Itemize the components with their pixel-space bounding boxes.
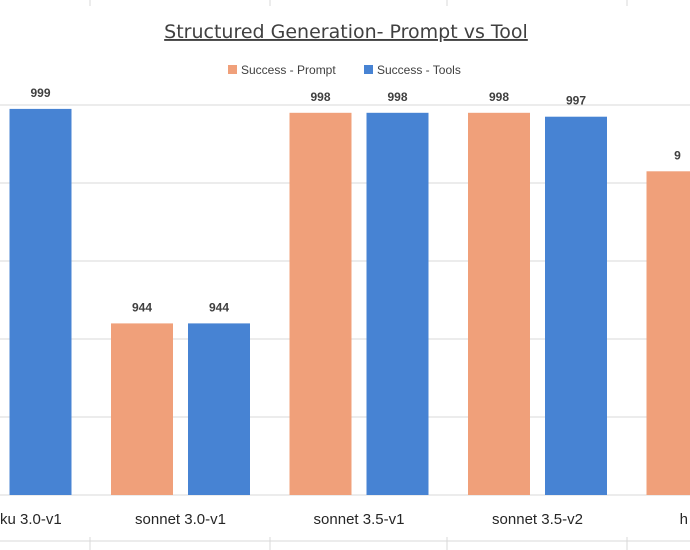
category-labels: ku 3.0-v1 sonnet 3.0-v1 sonnet 3.5-v1 sonne… [0, 511, 688, 528]
category-label-0: ku 3.0-v1 [0, 511, 62, 528]
legend-swatch-prompt [228, 65, 237, 74]
bar-prompt-1 [111, 323, 173, 495]
legend: Success - Prompt Success - Tools [228, 63, 461, 77]
category-label-2: sonnet 3.5-v1 [314, 511, 405, 528]
data-label-prompt-3: 998 [489, 90, 509, 104]
bar-tools-1 [188, 323, 250, 495]
bar-tools-2 [366, 112, 429, 496]
category-label-1: sonnet 3.0-v1 [135, 511, 226, 528]
chart-title: Structured Generation- Prompt vs Tool [164, 21, 528, 43]
category-label-4: h [680, 511, 688, 528]
bar-tools-0 [9, 108, 72, 496]
data-labels: 999 944 944 998 998 998 997 9 [30, 86, 681, 314]
data-label-tools-1: 944 [209, 300, 229, 314]
legend-swatch-tools [364, 65, 373, 74]
data-label-prompt-1: 944 [132, 300, 152, 314]
data-label-tools-3: 997 [566, 94, 586, 108]
data-label-tools-0: 999 [30, 86, 50, 100]
bar-prompt-4 [646, 171, 690, 496]
legend-label-tools: Success - Tools [377, 63, 461, 77]
data-label-prompt-4: 9 [674, 148, 681, 162]
bar-prompt-2 [289, 112, 352, 496]
bars [9, 108, 690, 496]
bar-tools-3 [545, 116, 607, 495]
data-label-tools-2: 998 [387, 90, 407, 104]
category-label-3: sonnet 3.5-v2 [492, 511, 583, 528]
legend-label-prompt: Success - Prompt [241, 63, 336, 77]
bar-prompt-3 [468, 112, 530, 496]
data-label-prompt-2: 998 [310, 90, 330, 104]
